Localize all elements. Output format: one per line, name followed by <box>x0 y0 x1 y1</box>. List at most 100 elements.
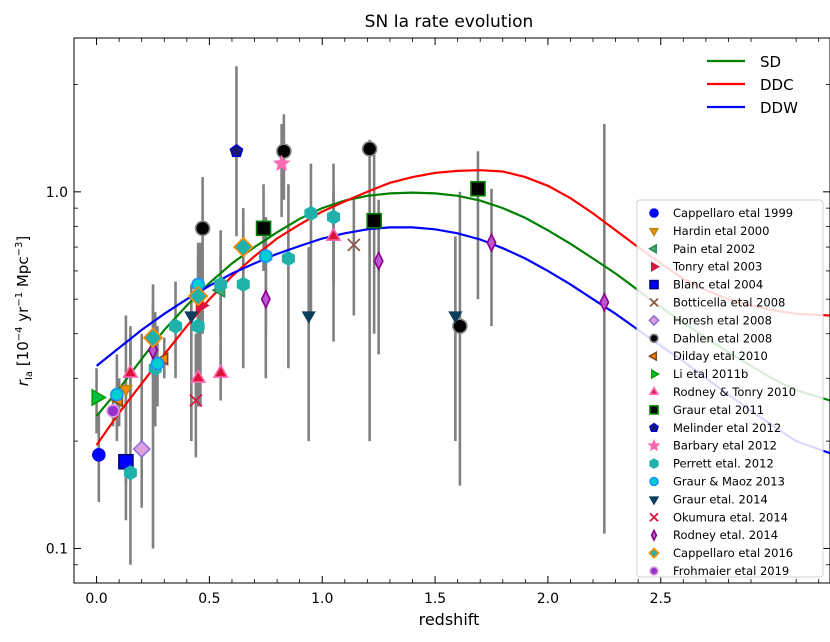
legend-label-perrett-etal-2012: Perrett etal. 2012 <box>673 457 774 471</box>
legend-label-rodney-tonry-2010: Rodney & Tonry 2010 <box>673 385 796 399</box>
legend-label-dilday-etal-2010: Dilday etal 2010 <box>673 349 768 363</box>
y-axis-label: rIa [10−4 yr−1 Mpc−3] <box>14 236 35 386</box>
data-point-perrett-etal-2012 <box>214 276 228 292</box>
data-point-graur-etal-2014 <box>184 311 199 324</box>
data-point-rodney-etal-2014 <box>373 250 384 272</box>
error-bars <box>95 66 606 565</box>
data-point-graur-maoz-2013 <box>259 249 273 263</box>
data-point-perrett-etal-2012 <box>281 250 295 267</box>
legend-marker-graur-etal-2011 <box>649 405 659 415</box>
data-point-dahlen-etal-2008 <box>276 143 292 159</box>
legend-marker-cappellaro-etal-1999 <box>649 208 659 218</box>
legend-marker-barbary-etal-2012 <box>647 438 661 452</box>
legend-label-botticella-etal-2008: Botticella etal 2008 <box>673 296 785 310</box>
legend-marker-pain-etal-2002 <box>647 243 658 254</box>
x-tick-label: 1.5 <box>424 591 446 607</box>
y-label-exp2: −1 <box>14 292 25 307</box>
legend-label-horesh-etal-2008: Horesh etal 2008 <box>673 313 772 327</box>
legend-label-okumura-etal-2014: Okumura etal. 2014 <box>673 510 788 524</box>
data-point-rodney-tonry-2010 <box>325 227 342 241</box>
data-point-horesh-etal-2008 <box>132 439 151 459</box>
legend-label-hardin-etal-2000: Hardin etal 2000 <box>673 224 769 238</box>
data-point-perrett-etal-2012 <box>326 209 341 225</box>
x-axis-ticks: 0.0 0.5 1.0 1.5 2.0 2.5 <box>73 38 820 607</box>
y-label-unit-mid2: Mpc <box>14 256 32 291</box>
data-point-rodney-tonry-2010 <box>122 363 139 378</box>
x-tick-label: 0.5 <box>198 591 220 607</box>
data-point-perrett-etal-2012 <box>236 276 250 292</box>
legend-marker-rodney-tonry-2010 <box>648 385 660 396</box>
data-point-perrett-etal-2012 <box>304 205 318 221</box>
y-label-unit-mid: yr <box>14 306 32 327</box>
legend-marker-frohmaier-etal-2019 <box>649 566 659 576</box>
legend-label-melinder-etal-2012: Melinder etal 2012 <box>673 421 781 435</box>
data-point-botticella-etal-2008 <box>347 238 361 252</box>
y-axis-ticks: 0.1 1.0 <box>46 84 830 566</box>
y-label-subscript: Ia <box>24 371 35 380</box>
legend-marker-okumura-etal-2014 <box>649 512 659 522</box>
x-tick-label: 2.5 <box>650 591 672 607</box>
legend-marker-botticella-etal-2008 <box>649 297 659 308</box>
legend-label-cappellaro-etal-2016: Cappellaro etal 2016 <box>673 546 793 560</box>
legend-label-pain-etal-2002: Pain etal 2002 <box>673 242 755 256</box>
data-point-perrett-etal-2012 <box>191 318 205 334</box>
legend-marker-perrett-etal-2012 <box>649 458 659 469</box>
legend-marker-graur-maoz-2013 <box>649 476 659 487</box>
data-point-hardin-etal-2000 <box>118 384 133 398</box>
data-point-graur-maoz-2013 <box>150 356 165 371</box>
legend-marker-graur-etal-2014 <box>648 496 660 506</box>
legend-label-graur-etal-2014: Graur etal. 2014 <box>673 492 768 506</box>
legend-marker-tonry-etal-2003 <box>650 261 661 272</box>
legend-label-rodney-etal-2014: Rodney etal. 2014 <box>673 528 778 542</box>
legend-marker-cappellaro-etal-2016 <box>648 547 660 559</box>
legend-label-tonry-etal-2003: Tonry etal 2003 <box>672 260 762 274</box>
legend-label-barbary-etal-2012: Barbary etal 2012 <box>673 439 777 453</box>
x-tick-label: 1.0 <box>311 591 333 607</box>
data-point-rodney-etal-2014 <box>599 292 610 313</box>
survey-legend: Cappellaro etal 1999 Hardin etal 2000 Pain… <box>636 199 824 578</box>
y-label-unit-close: ] <box>14 236 32 242</box>
data-point-perrett-etal-2012 <box>169 318 183 334</box>
legend-marker-dilday-etal-2010 <box>647 351 658 362</box>
chart-title: SN Ia rate evolution <box>365 12 534 32</box>
x-tick-label: 0.0 <box>85 591 107 607</box>
data-point-rodney-etal-2014 <box>486 232 497 253</box>
legend-label-sd: SD <box>760 53 781 71</box>
legend-label-ddw: DDW <box>760 99 798 117</box>
legend-marker-dahlen-etal-2008 <box>649 333 659 344</box>
model-legend: SD DDC DDW <box>707 53 798 117</box>
legend-marker-blanc-etal-2004 <box>649 279 659 290</box>
legend-label-graur-maoz-2013: Graur & Maoz 2013 <box>673 475 785 489</box>
legend-marker-melinder-etal-2012 <box>649 422 659 433</box>
y-tick-label: 1.0 <box>46 185 68 201</box>
data-point-melinder-etal-2012 <box>229 143 244 158</box>
data-point-graur-maoz-2013 <box>110 387 124 402</box>
data-point-rodney-tonry-2010 <box>190 369 207 383</box>
x-tick-label: 2.0 <box>537 591 559 607</box>
x-axis-label: redshift <box>419 610 480 629</box>
y-label-exp1: −4 <box>14 326 25 341</box>
data-point-perrett-etal-2012 <box>123 465 137 481</box>
legend-label-ddc: DDC <box>760 76 794 94</box>
data-point-rodney-tonry-2010 <box>212 363 229 378</box>
legend-label-dahlen-etal-2008: Dahlen etal 2008 <box>673 331 772 345</box>
y-label-exp3: −3 <box>14 242 25 257</box>
legend-label-graur-etal-2011: Graur etal 2011 <box>673 403 764 417</box>
y-tick-label: 0.1 <box>46 541 68 557</box>
data-point-frohmaier-etal-2019 <box>106 404 120 418</box>
survey-legend-box <box>636 199 824 578</box>
data-point-cappellaro-etal-2016 <box>142 327 164 349</box>
y-label-unit-open: [10 <box>14 341 32 371</box>
data-point-cappellaro-etal-2016 <box>187 285 209 307</box>
data-point-li-etal-2011b <box>91 388 108 407</box>
data-point-cappellaro-etal-1999 <box>92 448 106 462</box>
plot-frame <box>73 37 830 584</box>
data-point-graur-etal-2011 <box>255 220 272 237</box>
data-point-graur-etal-2014 <box>448 311 463 324</box>
data-point-dahlen-etal-2008 <box>194 220 211 237</box>
data-markers <box>91 141 610 481</box>
legend-marker-hardin-etal-2000 <box>648 227 660 237</box>
data-point-dahlen-etal-2008 <box>361 141 378 157</box>
legend-label-frohmaier-etal-2019: Frohmaier etal 2019 <box>673 564 789 578</box>
